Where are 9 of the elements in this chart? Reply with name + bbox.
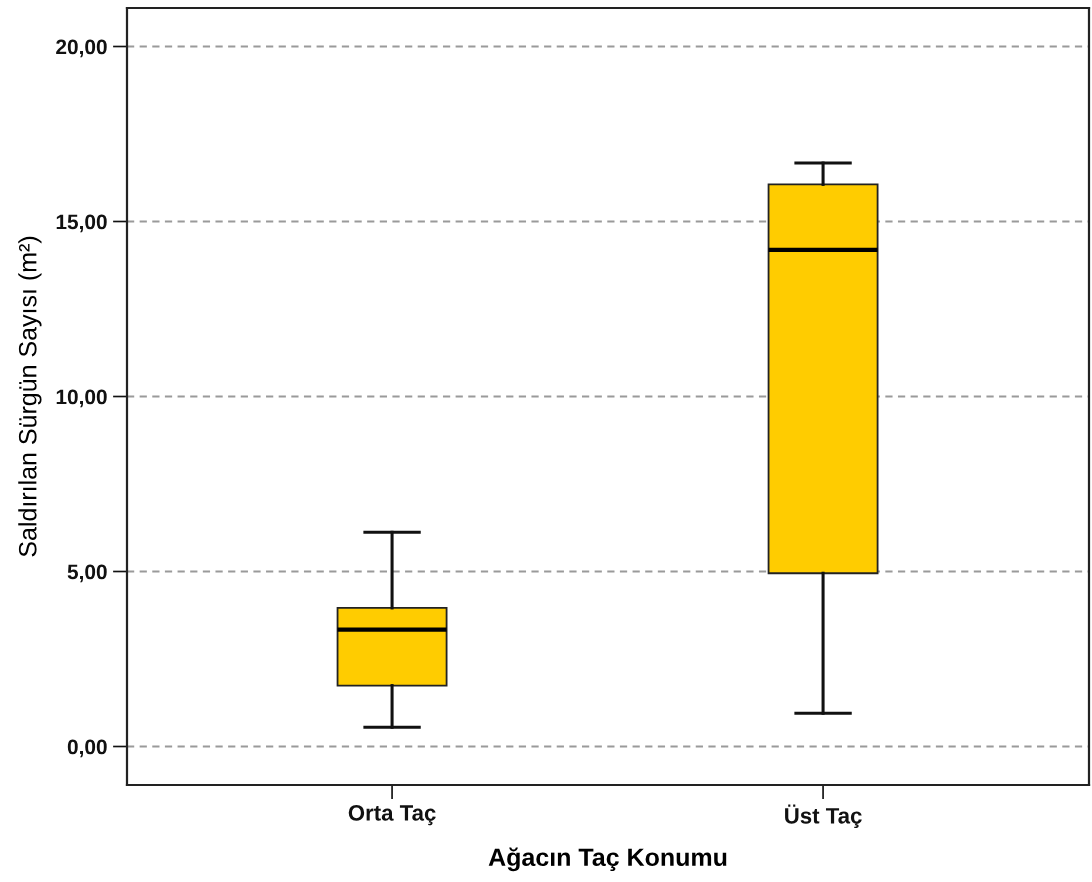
y-tick-label: 15,00	[56, 214, 107, 233]
y-tick-label: 5,00	[67, 564, 107, 583]
y-axis-title: Saldırılan Sürgün Sayısı (m²)	[18, 236, 42, 557]
y-tick-label: 20,00	[56, 39, 107, 58]
y-tick-label: 0,00	[67, 739, 107, 758]
x-tick-label: Üst Taç	[785, 804, 862, 829]
y-tick-label: 10,00	[56, 389, 107, 408]
x-axis-title: Ağacın Taç Konumu	[488, 847, 727, 872]
x-tick-label: Orta Taç	[348, 805, 436, 826]
